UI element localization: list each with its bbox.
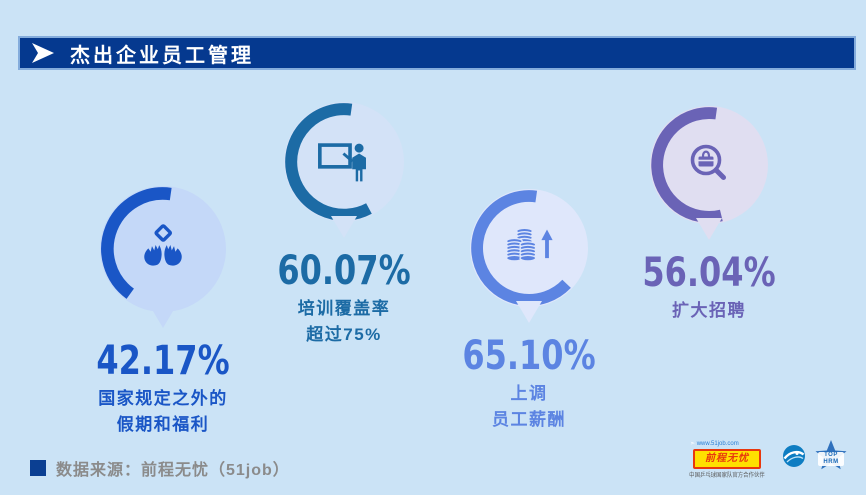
progress-arc xyxy=(651,107,723,223)
stat-label: 扩大招聘 xyxy=(672,301,746,320)
stat-bubble xyxy=(650,106,768,240)
stat-label: 国家规定之外的 假期和福利 xyxy=(98,389,228,434)
play-arrow-icon xyxy=(32,43,54,63)
stat-label: 上调 员工薪酬 xyxy=(492,384,566,429)
stat-label: 培训覆盖率 超过75% xyxy=(297,299,391,344)
bubble-tail xyxy=(696,218,722,240)
globe-logo xyxy=(783,445,805,467)
footer-logos: ➣ www.51job.com 前程无忧 中国乒乓球国家队官方合作伙伴 TOP … xyxy=(680,439,848,479)
recruit-search-icon xyxy=(690,144,726,180)
tophrm-text: TOP HRM xyxy=(818,452,844,466)
tophrm-logo: TOP HRM xyxy=(814,439,848,475)
bubble-tail xyxy=(516,301,542,323)
stat-item-salary: 65.10% 上调 员工薪酬 xyxy=(429,189,629,433)
source-text: 数据来源：前程无忧（51job） xyxy=(56,462,290,479)
bullet-square-icon xyxy=(30,460,46,476)
cursor-icon: ➣ xyxy=(690,441,696,447)
progress-arc xyxy=(471,190,571,306)
51job-logo: ➣ www.51job.com 前程无忧 中国乒乓球国家队官方合作伙伴 xyxy=(680,441,774,479)
stat-bubble xyxy=(100,186,226,328)
51job-url: ➣ www.51job.com xyxy=(690,441,739,447)
header-bar: 杰出企业员工管理 xyxy=(18,36,856,70)
training-presentation-icon xyxy=(318,143,366,182)
salary-coins-icon xyxy=(505,227,553,262)
stat-item-benefits: 42.17% 国家规定之外的 假期和福利 xyxy=(68,186,258,438)
stat-value: 65.10% xyxy=(462,333,596,379)
page-title: 杰出企业员工管理 xyxy=(70,44,254,67)
bubble-tail xyxy=(150,306,176,328)
bubble-tail xyxy=(331,216,357,238)
stat-item-training: 60.07% 培训覆盖率 超过75% xyxy=(249,102,439,348)
stat-bubble xyxy=(470,189,588,323)
51job-slogan: 中国乒乓球国家队官方合作伙伴 xyxy=(689,473,765,479)
stat-value: 42.17% xyxy=(96,338,230,384)
hands-benefits-icon xyxy=(144,224,182,266)
stat-value: 56.04% xyxy=(642,250,776,296)
progress-arc xyxy=(285,103,372,221)
data-source: 数据来源：前程无忧（51job） xyxy=(30,456,290,480)
51job-wordmark: 前程无忧 xyxy=(693,449,761,469)
stat-value: 60.07% xyxy=(277,248,411,294)
stat-bubble xyxy=(284,102,404,238)
progress-arc xyxy=(101,187,172,299)
stat-item-recruiting: 56.04% 扩大招聘 xyxy=(609,106,809,324)
